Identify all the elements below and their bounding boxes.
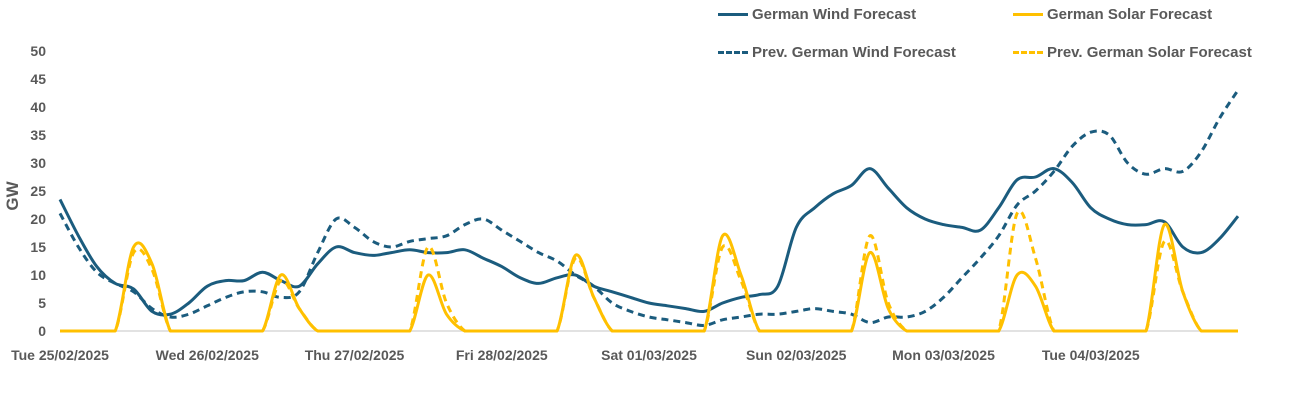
legend-label: German Wind Forecast bbox=[752, 6, 917, 23]
legend-item-prev-wind: Prev. German Wind Forecast bbox=[718, 44, 956, 61]
series-lines bbox=[58, 89, 1240, 333]
series-line-german-wind-forecast bbox=[58, 167, 1240, 317]
legend-item-prev-solar: Prev. German Solar Forecast bbox=[1013, 44, 1252, 61]
y-tick-label: 25 bbox=[30, 183, 46, 199]
x-axis: Tue 25/02/2025 Wed 26/02/2025 Thu 27/02/20… bbox=[11, 347, 1140, 363]
y-tick-label: 30 bbox=[30, 155, 46, 171]
y-axis-label: GW bbox=[3, 180, 22, 210]
y-tick-label: 35 bbox=[30, 127, 46, 143]
x-tick-label: Sat 01/03/2025 bbox=[601, 347, 697, 363]
legend-label: Prev. German Wind Forecast bbox=[752, 44, 956, 61]
x-tick-label: Tue 25/02/2025 bbox=[11, 347, 109, 363]
legend-swatch-solid-blue bbox=[718, 13, 748, 16]
y-tick-label: 50 bbox=[30, 43, 46, 59]
x-tick-label: Tue 04/03/2025 bbox=[1042, 347, 1140, 363]
y-axis: 0 5 10 15 20 25 30 35 40 45 50 bbox=[30, 43, 46, 339]
legend-item-wind: German Wind Forecast bbox=[718, 6, 916, 23]
series-line-prev-german-wind-forecast bbox=[58, 89, 1240, 327]
series-line-german-solar-forecast bbox=[60, 222, 1238, 333]
y-tick-label: 10 bbox=[30, 267, 46, 283]
y-tick-label: 20 bbox=[30, 211, 46, 227]
x-tick-label: Fri 28/02/2025 bbox=[456, 347, 548, 363]
y-tick-label: 40 bbox=[30, 99, 46, 115]
y-tick-label: 0 bbox=[38, 323, 46, 339]
x-tick-label: Thu 27/02/2025 bbox=[305, 347, 405, 363]
x-tick-label: Sun 02/03/2025 bbox=[746, 347, 847, 363]
series-line-prev-german-solar-forecast bbox=[60, 209, 1238, 333]
y-tick-label: 5 bbox=[38, 295, 46, 311]
y-tick-label: 15 bbox=[30, 239, 46, 255]
legend-swatch-dashed-yellow bbox=[1013, 51, 1043, 54]
legend-swatch-solid-yellow bbox=[1013, 13, 1043, 16]
legend-label: German Solar Forecast bbox=[1047, 6, 1213, 23]
x-tick-label: Mon 03/03/2025 bbox=[892, 347, 995, 363]
y-tick-label: 45 bbox=[30, 71, 46, 87]
legend-label: Prev. German Solar Forecast bbox=[1047, 44, 1252, 61]
x-tick-label: Wed 26/02/2025 bbox=[156, 347, 259, 363]
legend-item-solar: German Solar Forecast bbox=[1013, 6, 1212, 23]
legend-swatch-dashed-blue bbox=[718, 51, 748, 54]
